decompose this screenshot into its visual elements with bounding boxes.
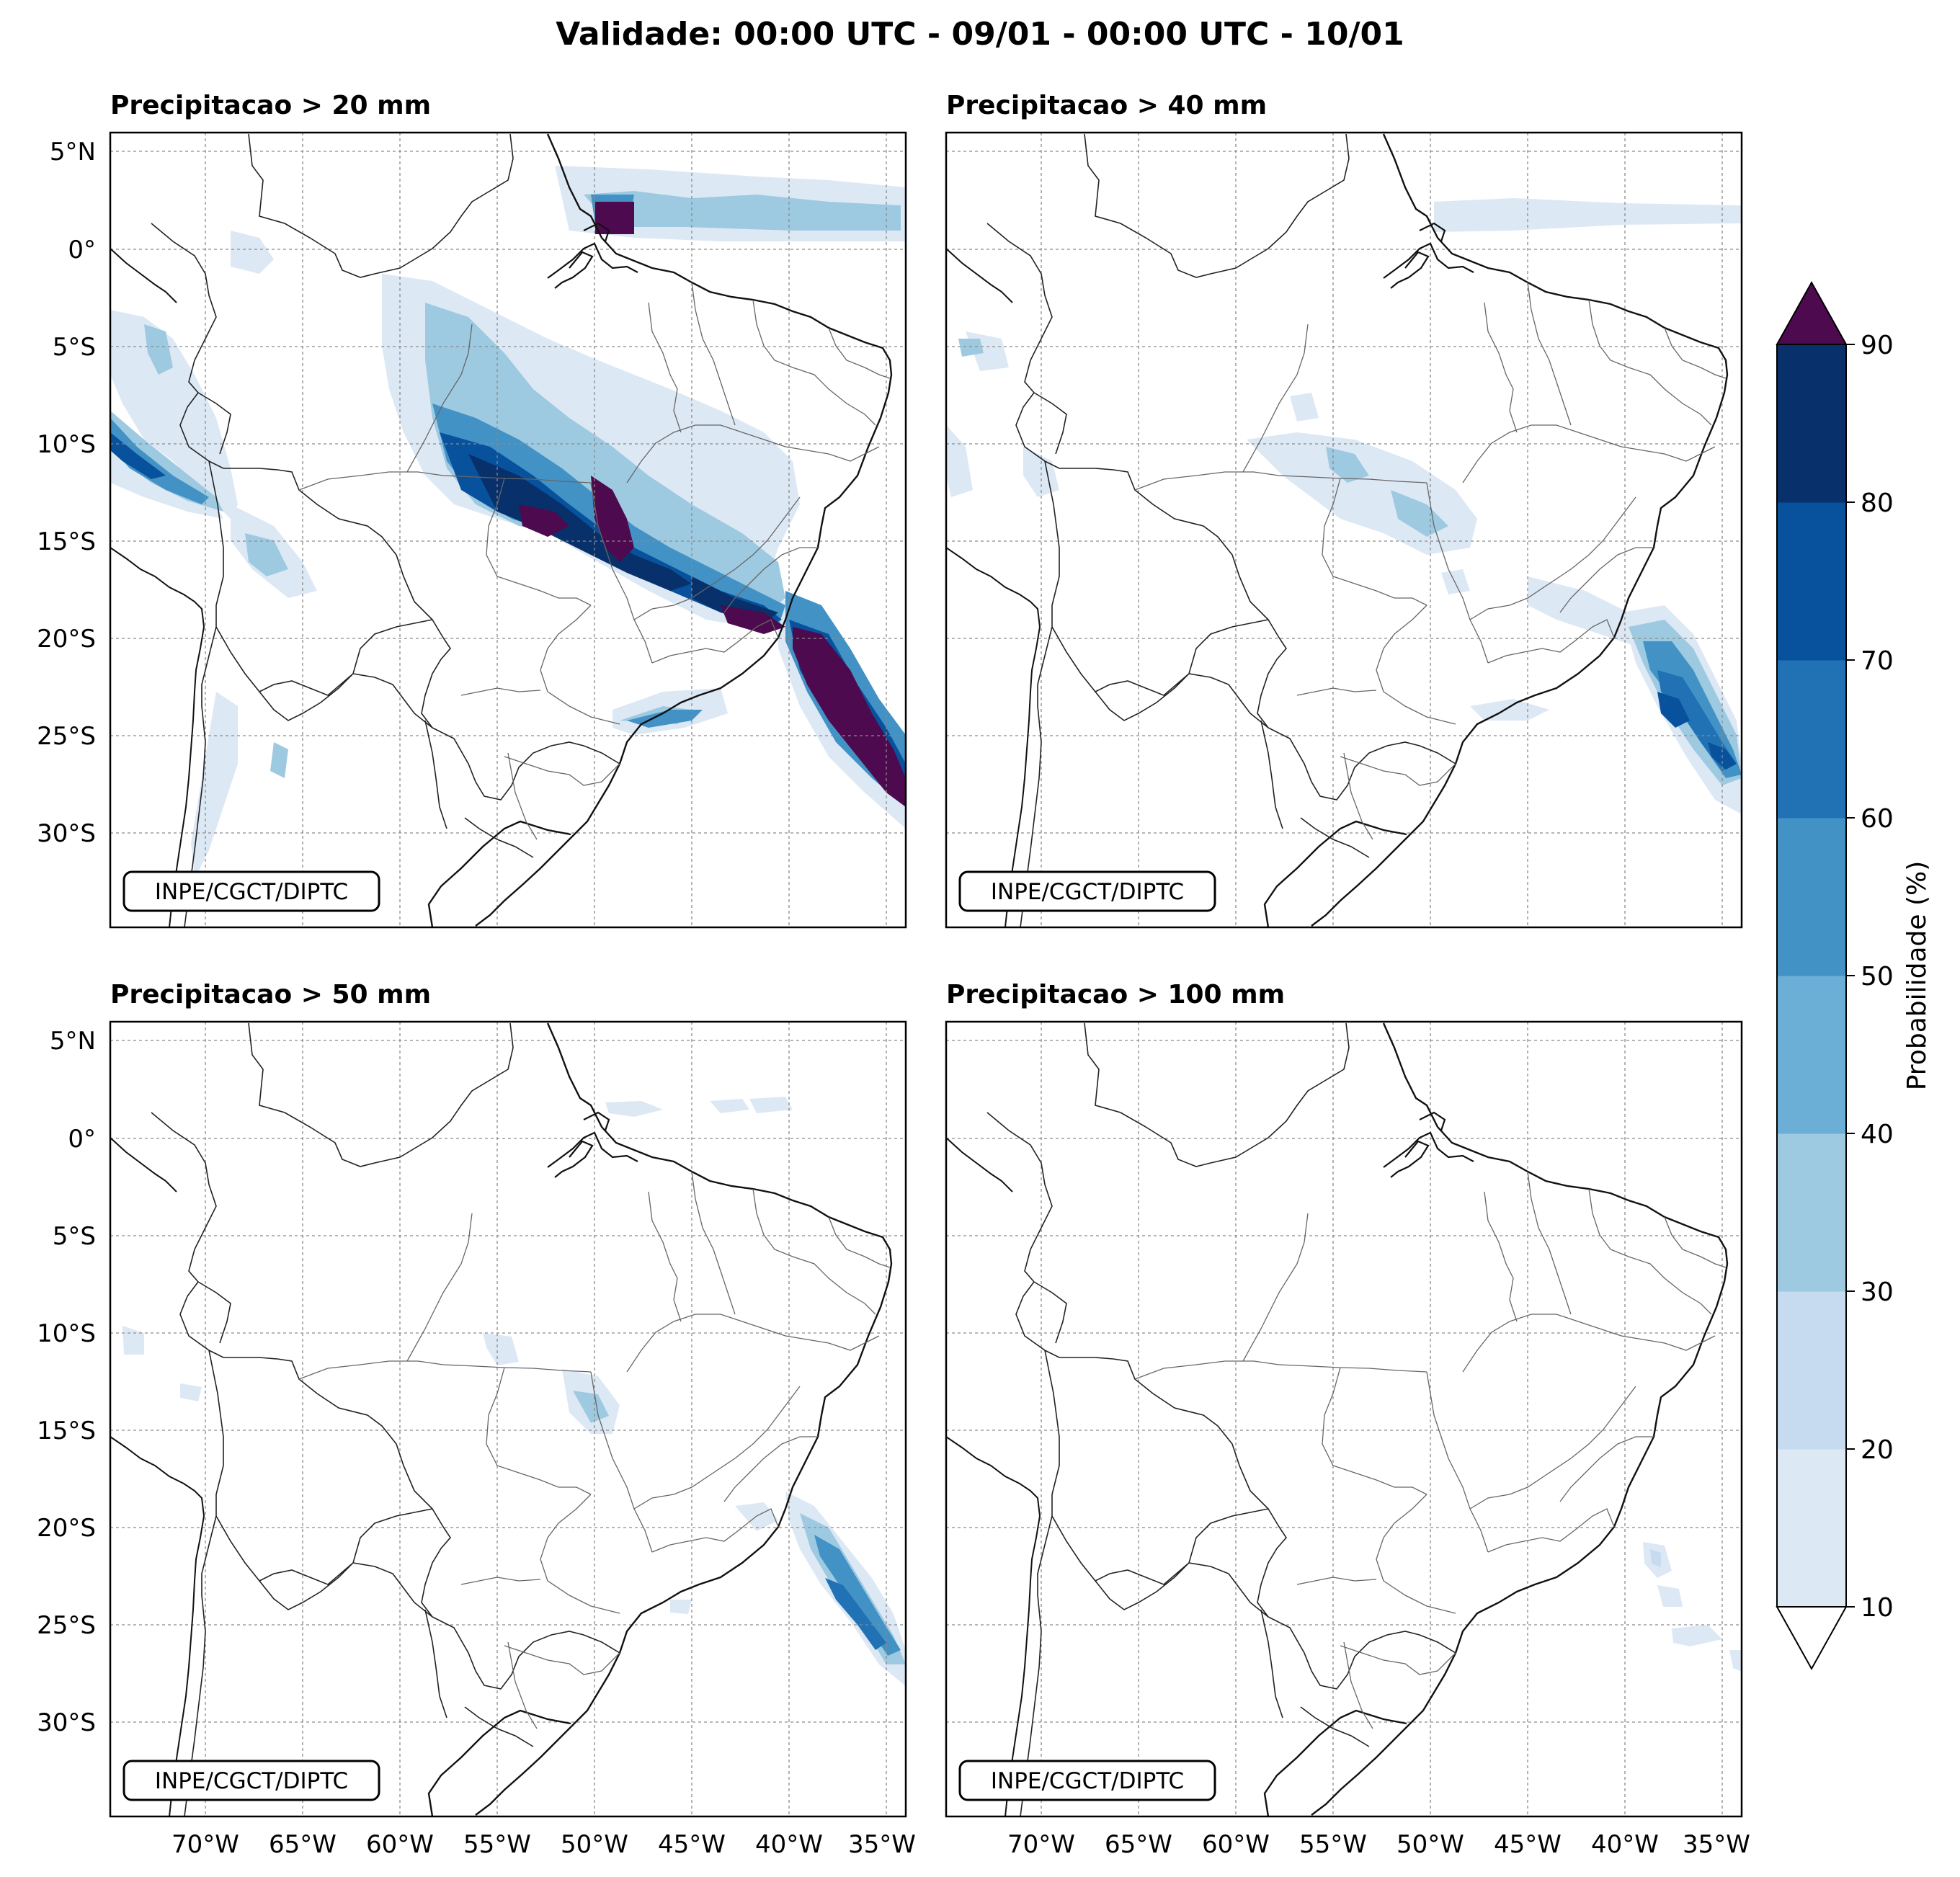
credit-label: INPE/CGCT/DIPTC (991, 1768, 1184, 1794)
lon-label: 40°W (1591, 1830, 1659, 1859)
colorbar-segment (1777, 502, 1846, 661)
panel-precip-100mm: Precipitacao > 100 mm INPE/CGCT/DIPTC 70… (945, 980, 1750, 1859)
panel-title: Precipitacao > 40 mm (946, 91, 1267, 120)
colorbar-segment (1777, 660, 1846, 819)
colorbar-segment (1777, 344, 1846, 503)
map-frame (945, 1020, 1743, 1818)
map-background (110, 1022, 906, 1816)
lon-label: 70°W (172, 1830, 239, 1859)
colorbar-tick-label: 10 (1861, 1593, 1894, 1623)
lat-label: 5°N (50, 138, 96, 166)
lat-label: 0° (68, 236, 96, 264)
lon-axis-labels: 70°W 65°W 60°W 55°W 50°W 45°W 40°W 35°W (1007, 1830, 1750, 1859)
panel-title: Precipitacao > 20 mm (110, 91, 431, 120)
lon-label: 55°W (463, 1830, 531, 1859)
lat-label: 15°S (37, 1417, 96, 1445)
lon-label: 50°W (561, 1830, 628, 1859)
lon-label: 65°W (269, 1830, 337, 1859)
lat-label: 20°S (37, 625, 96, 654)
credit-label: INPE/CGCT/DIPTC (991, 879, 1184, 905)
lat-label: 5°N (50, 1027, 96, 1056)
precip-probability-shading (946, 198, 1742, 814)
colorbar-over-arrow (1776, 280, 1848, 345)
colorbar-label: Probabilidade (%) (1902, 861, 1932, 1091)
lat-label: 0° (68, 1125, 96, 1154)
figure-title: Validade: 00:00 UTC - 09/01 - 00:00 UTC … (556, 16, 1404, 53)
map-frame (109, 131, 907, 929)
lat-label: 25°S (37, 722, 96, 751)
credit-box: INPE/CGCT/DIPTC (958, 1760, 1216, 1801)
lon-label: 45°W (1494, 1830, 1562, 1859)
lat-label: 5°S (53, 1222, 96, 1251)
colorbar-tick-label: 20 (1861, 1435, 1894, 1465)
lat-label: 15°S (37, 527, 96, 556)
panel-precip-40mm: Precipitacao > 40 mm (945, 91, 1743, 929)
lon-label: 60°W (1202, 1830, 1270, 1859)
lat-label: 25°S (37, 1611, 96, 1640)
colorbar-tick-label: 40 (1861, 1120, 1894, 1149)
map-frame (945, 131, 1743, 929)
colorbar-segment (1777, 976, 1846, 1134)
colorbar-segment (1777, 1449, 1846, 1608)
lon-axis-labels: 70°W 65°W 60°W 55°W 50°W 45°W 40°W 35°W (172, 1830, 916, 1859)
colorbar-tick-label: 80 (1861, 489, 1894, 518)
lon-label: 40°W (755, 1830, 823, 1859)
colorbar-segment (1777, 818, 1846, 976)
credit-box: INPE/CGCT/DIPTC (122, 1760, 380, 1801)
panel-precip-50mm: Precipitacao > 50 mm (37, 980, 916, 1859)
lat-axis-labels: 5°N 0° 5°S 10°S 15°S 20°S 25°S 30°S (37, 1027, 96, 1737)
credit-label: INPE/CGCT/DIPTC (155, 1768, 348, 1794)
colorbar: 10 20 30 40 50 60 70 80 90 Probabilidade (%) (1776, 280, 1932, 1671)
colorbar-tick-label: 90 (1861, 331, 1894, 360)
lat-label: 30°S (37, 819, 96, 848)
map-background (946, 133, 1742, 927)
lat-label: 10°S (37, 430, 96, 459)
lat-axis-labels: 5°N 0° 5°S 10°S 15°S 20°S 25°S 30°S (37, 138, 96, 848)
colorbar-tick-label: 30 (1861, 1278, 1894, 1307)
lon-label: 50°W (1396, 1830, 1464, 1859)
credit-box: INPE/CGCT/DIPTC (122, 870, 380, 912)
colorbar-tick-label: 50 (1861, 962, 1894, 991)
colorbar-tick-label: 60 (1861, 804, 1894, 834)
panel-precip-20mm: Precipitacao > 20 mm (37, 91, 907, 929)
panel-title: Precipitacao > 100 mm (946, 980, 1285, 1009)
lat-label: 10°S (37, 1319, 96, 1348)
lat-label: 5°S (53, 333, 96, 362)
precip-probability-shading (122, 1097, 906, 1686)
colorbar-segments (1777, 344, 1846, 1608)
colorbar-segment (1777, 1291, 1846, 1450)
lon-label: 70°W (1007, 1830, 1075, 1859)
colorbar-tick-label: 70 (1861, 646, 1894, 676)
map-frame (109, 1020, 907, 1818)
lon-label: 55°W (1299, 1830, 1367, 1859)
precip-probability-shading (1643, 1542, 1742, 1672)
lon-label: 35°W (1683, 1830, 1750, 1859)
credit-box: INPE/CGCT/DIPTC (958, 870, 1216, 912)
lat-label: 30°S (37, 1708, 96, 1737)
lon-label: 65°W (1105, 1830, 1172, 1859)
colorbar-under-arrow (1776, 1606, 1848, 1671)
credit-label: INPE/CGCT/DIPTC (155, 879, 348, 905)
lon-label: 35°W (848, 1830, 916, 1859)
colorbar-ticks: 10 20 30 40 50 60 70 80 90 (1846, 331, 1894, 1623)
panel-title: Precipitacao > 50 mm (110, 980, 431, 1009)
colorbar-segment (1777, 1133, 1846, 1292)
map-background (946, 1022, 1742, 1816)
precip-probability-shading (110, 166, 906, 879)
lon-label: 60°W (366, 1830, 434, 1859)
lon-label: 45°W (658, 1830, 726, 1859)
lat-label: 20°S (37, 1514, 96, 1543)
